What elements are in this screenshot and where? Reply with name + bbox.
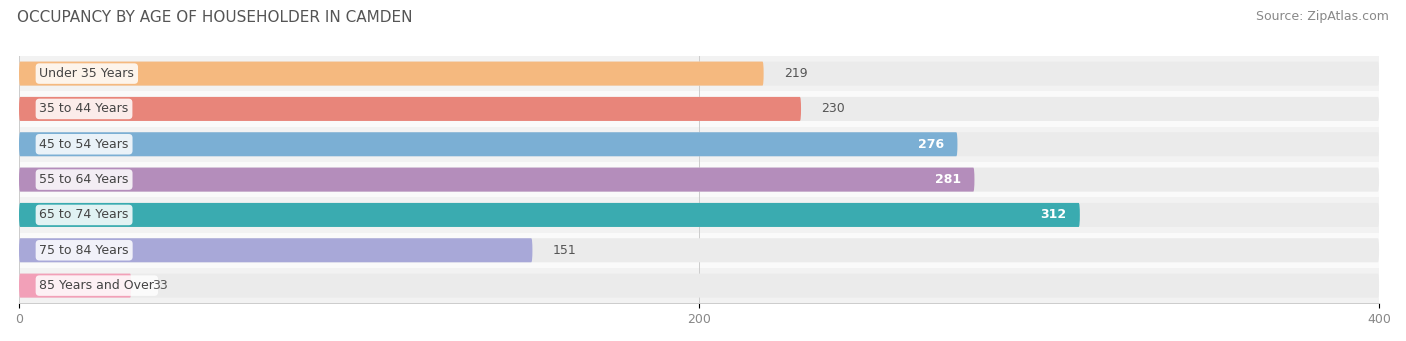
Text: 151: 151 [553, 244, 576, 257]
FancyBboxPatch shape [20, 273, 131, 298]
FancyBboxPatch shape [20, 197, 1379, 233]
FancyBboxPatch shape [20, 162, 1379, 197]
Text: 45 to 54 Years: 45 to 54 Years [39, 138, 129, 151]
FancyBboxPatch shape [20, 62, 763, 86]
Text: 33: 33 [152, 279, 167, 292]
Text: OCCUPANCY BY AGE OF HOUSEHOLDER IN CAMDEN: OCCUPANCY BY AGE OF HOUSEHOLDER IN CAMDE… [17, 10, 412, 25]
FancyBboxPatch shape [20, 132, 1379, 156]
FancyBboxPatch shape [20, 62, 1379, 86]
Text: 312: 312 [1040, 208, 1066, 221]
Text: 55 to 64 Years: 55 to 64 Years [39, 173, 129, 186]
FancyBboxPatch shape [20, 91, 1379, 127]
FancyBboxPatch shape [20, 238, 533, 262]
Text: 276: 276 [918, 138, 943, 151]
Text: 85 Years and Over: 85 Years and Over [39, 279, 155, 292]
FancyBboxPatch shape [20, 273, 1379, 298]
FancyBboxPatch shape [20, 203, 1379, 227]
FancyBboxPatch shape [20, 97, 1379, 121]
FancyBboxPatch shape [20, 127, 1379, 162]
Text: 35 to 44 Years: 35 to 44 Years [39, 102, 129, 115]
FancyBboxPatch shape [20, 167, 974, 192]
Text: Source: ZipAtlas.com: Source: ZipAtlas.com [1256, 10, 1389, 23]
Text: 219: 219 [785, 67, 807, 80]
Text: Under 35 Years: Under 35 Years [39, 67, 135, 80]
Text: 65 to 74 Years: 65 to 74 Years [39, 208, 129, 221]
FancyBboxPatch shape [20, 132, 957, 156]
FancyBboxPatch shape [20, 167, 1379, 192]
FancyBboxPatch shape [20, 203, 1080, 227]
FancyBboxPatch shape [20, 233, 1379, 268]
FancyBboxPatch shape [20, 268, 1379, 303]
Text: 230: 230 [821, 102, 845, 115]
FancyBboxPatch shape [20, 97, 801, 121]
Text: 281: 281 [935, 173, 960, 186]
FancyBboxPatch shape [20, 56, 1379, 91]
Text: 75 to 84 Years: 75 to 84 Years [39, 244, 129, 257]
FancyBboxPatch shape [20, 238, 1379, 262]
